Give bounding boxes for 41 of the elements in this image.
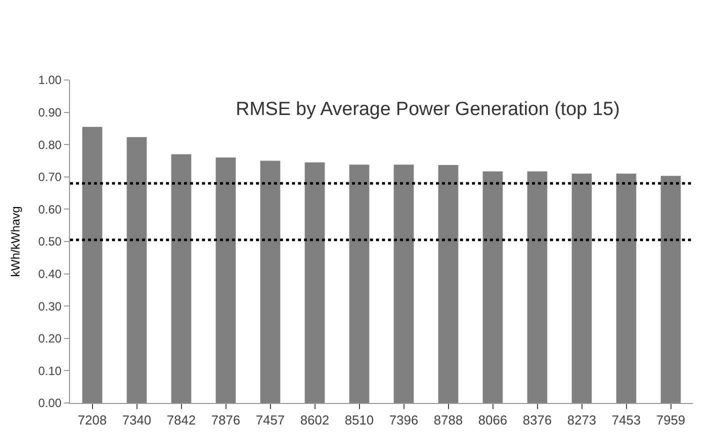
y-tick-label: 0.60: [38, 202, 62, 216]
x-tick-label: 7396: [389, 412, 418, 428]
bar: [482, 171, 503, 403]
y-tick-label: 0.80: [38, 138, 62, 152]
x-tick-label: 8273: [567, 412, 596, 428]
bar: [394, 164, 414, 403]
text: RMSE by Average Power Generation (top 15): [236, 99, 620, 120]
y-tick-label: 0.10: [38, 364, 62, 378]
y-axis-title: kWh/kWhavg: [8, 206, 23, 277]
x-tick-label: 7457: [256, 412, 285, 428]
bar: [82, 126, 102, 403]
x-tick-label: 7842: [166, 412, 196, 428]
x-tick-label: 7876: [211, 412, 240, 428]
y-tick-label: 0.20: [38, 332, 62, 346]
x-tick-label: 8066: [478, 412, 508, 428]
bar: [527, 171, 548, 403]
bar: [349, 164, 370, 403]
y-tick-label: 0.90: [38, 106, 62, 120]
y-tick-label: 0.00: [38, 396, 62, 410]
y-tick-label: 0.70: [38, 170, 62, 184]
bar: [126, 137, 147, 403]
x-tick-label: 7959: [656, 412, 686, 428]
y-tick-label: 1.00: [38, 73, 62, 88]
x-tick-label: 7453: [612, 412, 641, 428]
bar: [260, 160, 280, 403]
bar: [572, 174, 592, 403]
bar: [171, 154, 192, 403]
bar: [216, 158, 236, 403]
y-tick-label: 0.40: [38, 267, 62, 281]
x-tick-label: 7208: [78, 412, 107, 428]
bar: [616, 174, 636, 403]
x-tick-label: 7340: [122, 412, 152, 428]
y-tick-label: 0.30: [38, 299, 62, 314]
x-tick-label: 8376: [522, 412, 552, 428]
x-tick-label: 8788: [434, 412, 463, 428]
x-tick-label: 8510: [344, 412, 374, 428]
bar: [660, 176, 681, 403]
bar: [304, 162, 325, 403]
bar: [438, 164, 458, 403]
x-tick-label: 8602: [300, 412, 330, 428]
y-tick-label: 0.50: [38, 234, 62, 249]
